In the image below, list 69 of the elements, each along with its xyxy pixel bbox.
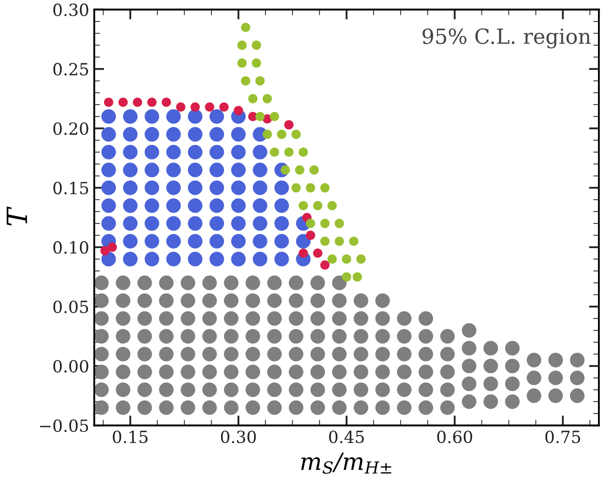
y-tick-label: 0.15 — [53, 182, 88, 194]
point — [313, 200, 322, 210]
point — [334, 236, 344, 246]
point — [104, 98, 114, 107]
x-tick-label: 0.60 — [437, 430, 472, 444]
point — [298, 200, 308, 210]
point — [147, 98, 157, 107]
point — [162, 98, 171, 107]
point — [270, 112, 280, 122]
point — [237, 40, 247, 50]
point — [176, 102, 186, 112]
point — [352, 272, 362, 282]
point — [306, 230, 316, 240]
point — [298, 248, 308, 258]
point — [306, 218, 316, 228]
point — [291, 130, 301, 139]
point — [295, 165, 304, 175]
x-axis-title: m$_{S}$/m$_{H±}$ — [301, 452, 392, 474]
point — [298, 147, 308, 157]
y-tick-label: 0.20 — [53, 122, 88, 135]
point — [219, 102, 229, 112]
point — [349, 236, 358, 246]
y-tick-label: −0.05 — [40, 419, 88, 432]
point — [237, 58, 247, 68]
point — [255, 112, 265, 122]
point — [313, 248, 322, 258]
point — [108, 242, 117, 252]
point — [309, 165, 319, 175]
y-tick-label: 0.30 — [53, 4, 88, 16]
y-tick-label: 0.25 — [53, 62, 88, 76]
point — [255, 76, 265, 86]
point — [327, 200, 337, 210]
point — [248, 94, 258, 104]
annotation: 95% C.L. region — [422, 28, 591, 48]
point — [252, 40, 262, 50]
point — [190, 102, 200, 112]
point — [252, 58, 262, 68]
point — [240, 76, 250, 86]
point — [327, 254, 337, 264]
point — [320, 183, 330, 192]
point — [262, 130, 272, 139]
point — [240, 22, 250, 32]
y-tick-label: 0.00 — [53, 360, 88, 373]
x-tick-label: 0.15 — [112, 430, 148, 444]
y-tick-label: 0.10 — [53, 241, 88, 254]
y-axis-title: T — [6, 206, 27, 226]
point — [356, 254, 366, 264]
point — [284, 147, 294, 157]
point — [262, 94, 272, 104]
point — [334, 218, 344, 228]
point — [132, 98, 142, 107]
point — [342, 272, 352, 282]
point — [234, 106, 244, 116]
point — [284, 120, 294, 130]
point — [204, 102, 214, 112]
x-tick-label: 0.75 — [545, 430, 580, 444]
point — [291, 183, 301, 192]
point — [277, 130, 286, 139]
point — [118, 98, 128, 107]
point — [320, 236, 330, 246]
point — [320, 260, 330, 270]
x-tick-label: 0.45 — [329, 430, 364, 444]
point — [306, 183, 316, 192]
point — [342, 254, 352, 264]
point — [270, 147, 280, 157]
y-tick-label: 0.05 — [53, 300, 88, 314]
point — [320, 218, 330, 228]
x-tick-label: 0.30 — [220, 430, 256, 444]
point — [100, 246, 110, 256]
